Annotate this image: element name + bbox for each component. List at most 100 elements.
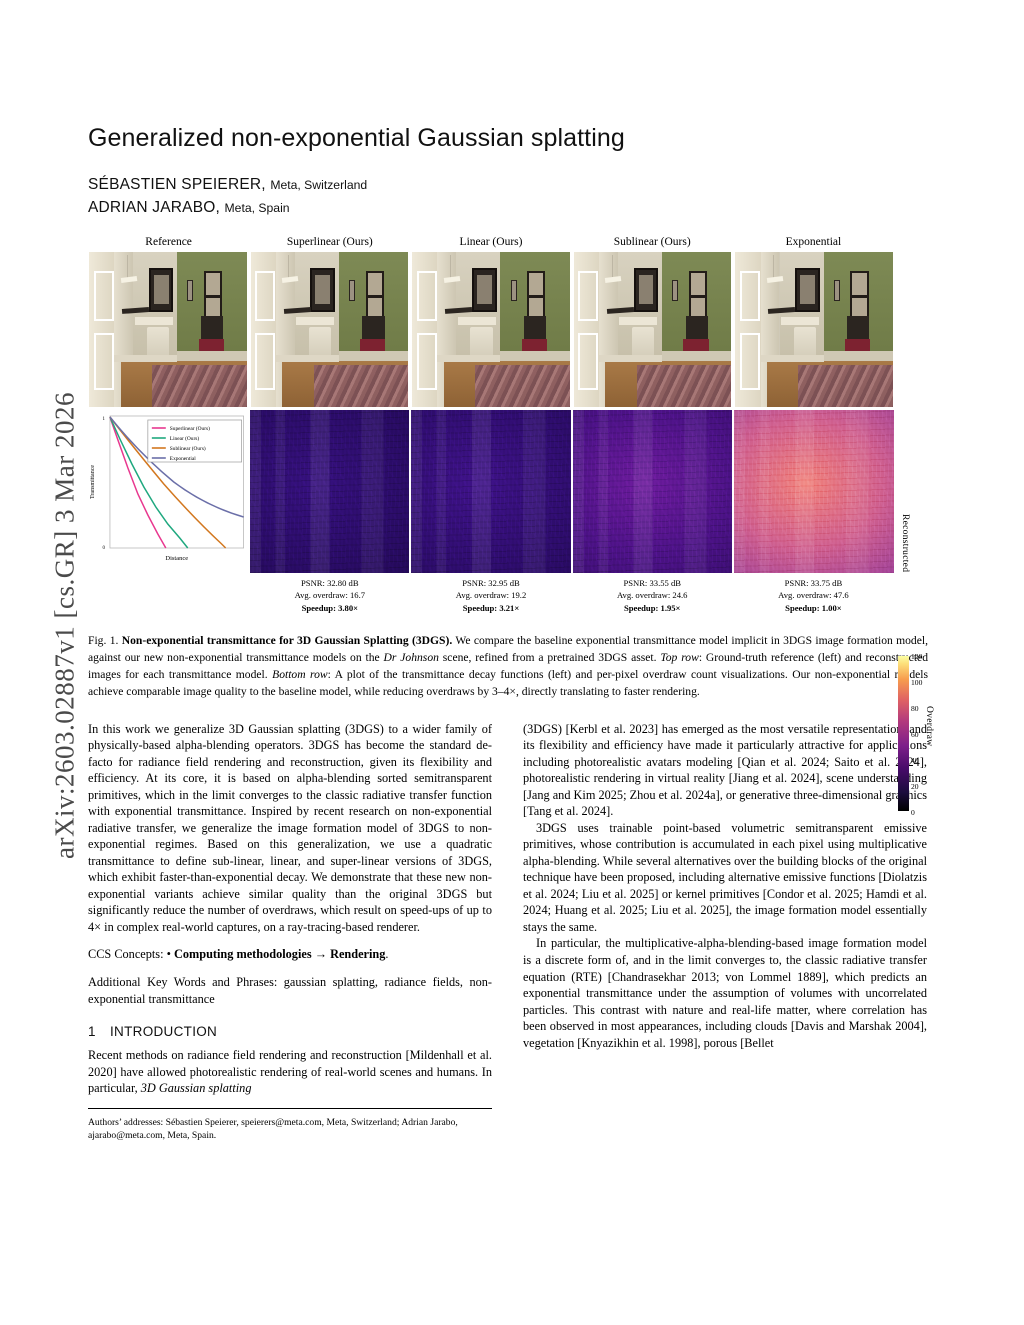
- y-axis-label: Transmittance: [90, 465, 96, 499]
- speedup-label: Speedup:: [462, 602, 498, 613]
- right-column: (3DGS) [Kerbl et al. 2023] has emerged a…: [523, 721, 927, 1142]
- metrics-linear: PSNR: 32.95 dB Avg. overdraw: 19.2 Speed…: [410, 577, 571, 614]
- psnr-value: PSNR: 32.80 dB: [301, 578, 359, 589]
- page-title: Generalized non-exponential Gaussian spl…: [88, 124, 625, 152]
- author-entry: ADRIAN JARABO, Meta, Spain: [88, 197, 944, 220]
- x-axis-label: Distance: [165, 555, 188, 562]
- figure-image-grid: 1 0 Transmittance Distance Superl: [88, 251, 894, 574]
- overdraw-value: Avg. overdraw: 16.7: [294, 590, 366, 601]
- transmittance-chart: 1 0 Transmittance Distance Superl: [90, 415, 245, 562]
- image-exponential: [734, 251, 894, 409]
- row-label-reconstructed: Reconstructed: [900, 514, 910, 573]
- column-header-sublinear: Sublinear (Ours): [613, 236, 691, 249]
- author-entry: SÉBASTIEN SPEIERER, Meta, Switzerland: [88, 174, 944, 197]
- author-list: SÉBASTIEN SPEIERER, Meta, Switzerland AD…: [88, 174, 944, 219]
- intro-italic-term: 3D Gaussian splatting: [140, 1081, 252, 1096]
- y-tick-0: 0: [102, 546, 105, 551]
- speedup-value: 3.80×: [338, 602, 359, 613]
- caption-label: Fig. 1.: [88, 633, 119, 647]
- series-superlinear: [109, 417, 167, 549]
- paper-page: Generalized non-exponential Gaussian spl…: [88, 0, 944, 1325]
- column-header-exponential: Exponential: [785, 236, 842, 249]
- speedup-label: Speedup:: [301, 602, 336, 613]
- ccs-bold: Computing methodologies → Rendering: [173, 947, 386, 962]
- section-number: 1: [88, 1024, 96, 1040]
- arxiv-stamp: arXiv:2603.02887v1 [cs.GR] 3 Mar 2026: [49, 392, 80, 859]
- overdraw-value: Avg. overdraw: 24.6: [616, 590, 688, 601]
- series-linear: [109, 416, 189, 549]
- legend-label-exponential: Exponential: [170, 456, 196, 462]
- overdraw-colorbar: [898, 656, 909, 812]
- author-addresses-footnote: Authors’ addresses: Sébastien Speierer, …: [88, 1107, 492, 1142]
- y-tick-1: 1: [102, 417, 105, 422]
- colorbar-tick-20: 20: [911, 782, 919, 792]
- column-header-linear: Linear (Ours): [459, 236, 523, 249]
- figure-row-reconstructed: [88, 251, 894, 409]
- image-sublinear: [572, 251, 733, 409]
- legend-label-linear: Linear (Ours): [170, 435, 200, 442]
- ccs-prefix: CCS Concepts: •: [88, 947, 174, 962]
- room-photo: [250, 252, 409, 408]
- series-exponential: [109, 416, 244, 518]
- overdraw-superlinear: [249, 410, 410, 574]
- colorbar-label: Overdraw: [924, 706, 934, 747]
- left-column: In this work we generalize 3D Gaussian s…: [88, 721, 492, 1142]
- intro-paragraph-left: Recent methods on radiance field renderi…: [88, 1047, 492, 1097]
- speedup-value: 1.95×: [660, 602, 681, 613]
- psnr-value: PSNR: 33.75 dB: [784, 578, 843, 589]
- room-photo: [735, 252, 893, 408]
- overdraw-value: Avg. overdraw: 19.2: [455, 590, 527, 601]
- colorbar-tick-120: 120: [911, 652, 923, 662]
- figure-row-overdraw: 1 0 Transmittance Distance Superl: [88, 410, 894, 574]
- image-linear: [411, 251, 571, 409]
- speedup-value: 3.21×: [499, 602, 520, 613]
- column-header-superlinear: Superlinear (Ours): [286, 236, 373, 249]
- legend-label-sublinear: Sublinear (Ours): [170, 445, 206, 452]
- image-superlinear: [249, 251, 410, 409]
- colorbar-ticks: 120 100 80 60 40 20 0: [911, 650, 941, 817]
- caption-text-2: scene, refined from a pretrained 3DGS as…: [438, 650, 661, 664]
- column-header-reference: Reference: [145, 236, 192, 249]
- chart-legend: Superlinear (Ours) Linear (Ours) Subline…: [147, 419, 242, 463]
- room-photo: [412, 252, 570, 408]
- series-sublinear: [109, 416, 227, 549]
- room-photo: [573, 252, 732, 408]
- author-affiliation: Meta, Spain: [224, 200, 290, 215]
- speedup-label: Speedup:: [785, 602, 820, 613]
- right-paragraph-2: 3DGS uses trainable point-based volumetr…: [523, 820, 927, 934]
- figure-metrics-row: PSNR: 32.80 dB Avg. overdraw: 16.7 Speed…: [88, 577, 894, 614]
- metrics-exponential: PSNR: 33.75 dB Avg. overdraw: 47.6 Speed…: [733, 577, 894, 614]
- author-name: SÉBASTIEN SPEIERER,: [88, 176, 266, 193]
- overdraw-exponential: [734, 410, 894, 574]
- caption-text-1: We compare the baseline exponential tran…: [88, 633, 928, 664]
- abstract-paragraph: In this work we generalize 3D Gaussian s…: [88, 721, 492, 934]
- legend-label-superlinear: Superlinear (Ours): [170, 425, 210, 432]
- caption-text-4: : A plot of the transmittance decay func…: [88, 667, 928, 698]
- author-affiliation: Meta, Switzerland: [270, 178, 368, 192]
- colorbar-tick-60: 60: [911, 730, 919, 740]
- caption-toprow-label: Top row: [660, 650, 699, 664]
- overdraw-value: Avg. overdraw: 47.6: [778, 590, 849, 601]
- keywords: Additional Key Words and Phrases: gaussi…: [88, 974, 492, 1006]
- figure-column-headers: Reference Superlinear (Ours) Linear (Our…: [88, 236, 894, 251]
- psnr-value: PSNR: 33.55 dB: [623, 578, 681, 589]
- author-name: ADRIAN JARABO,: [88, 198, 220, 216]
- section-title: INTRODUCTION: [110, 1024, 218, 1040]
- image-reference: [88, 251, 248, 409]
- ccs-suffix: .: [385, 947, 389, 962]
- caption-bottomrow-label: Bottom row: [272, 667, 328, 681]
- overdraw-sublinear: [572, 410, 733, 574]
- caption-scene-name: Dr Johnson: [383, 650, 439, 664]
- transmittance-plot: 1 0 Transmittance Distance Superl: [88, 410, 248, 574]
- psnr-value: PSNR: 32.95 dB: [462, 578, 520, 589]
- body-columns: In this work we generalize 3D Gaussian s…: [88, 721, 928, 1142]
- section-heading-introduction: 1 INTRODUCTION: [88, 1024, 492, 1039]
- colorbar-tick-100: 100: [911, 678, 923, 688]
- intro-text: Recent methods on radiance field renderi…: [88, 1048, 492, 1096]
- overdraw-linear: [411, 410, 571, 574]
- room-photo: [89, 252, 247, 408]
- metrics-superlinear: PSNR: 32.80 dB Avg. overdraw: 16.7 Speed…: [249, 577, 410, 614]
- caption-text-3: : Ground-truth reference (left) and reco…: [88, 650, 928, 681]
- speedup-value: 1.00×: [821, 602, 842, 613]
- figure-1: Reference Superlinear (Ours) Linear (Our…: [88, 236, 944, 817]
